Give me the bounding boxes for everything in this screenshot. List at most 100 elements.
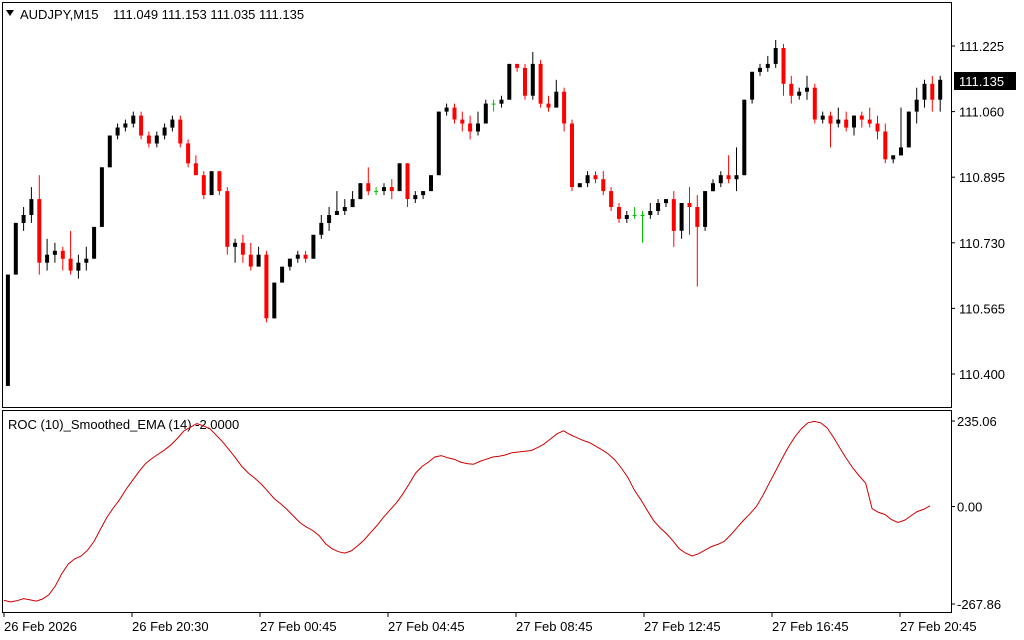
candle [240,234,245,263]
candle [820,111,825,124]
candle-body [139,115,144,136]
candle [287,258,292,271]
candle-body [240,242,245,255]
candle-body [632,215,637,216]
candle-body [687,203,692,207]
candle-body [68,258,73,271]
candle-body [107,135,112,168]
candle-body [311,234,316,259]
candle [178,115,183,148]
candle [170,115,175,132]
candle [577,183,582,188]
candle-body [319,222,324,235]
indicator-axis[interactable]: 235.06 0.00 -267.86 [951,414,1001,612]
candle [382,183,386,196]
candle [507,63,512,100]
candle-body [374,191,379,193]
candles-layer [5,40,943,386]
candle [773,40,778,68]
indicator-series [3,420,931,603]
candle [358,183,363,200]
candle-body [115,127,120,136]
candle [852,115,856,136]
candle [350,191,355,208]
candle-body [209,171,214,196]
candle [264,250,269,323]
candle-body [781,48,786,84]
candle [585,171,590,188]
candle [687,187,692,235]
candle [233,238,238,263]
indicator-pane-frame [2,410,952,613]
candle-body [828,115,833,124]
candle [436,111,441,176]
candle [193,155,198,176]
time-axis[interactable]: 26 Feb 2026 26 Feb 20:30 27 Feb 00:45 27 Fe… [3,612,977,634]
candle-body [765,63,770,68]
candle-body [350,199,355,208]
candle-body [154,135,159,144]
price-pane[interactable]: AUDJPY,M15 111.049 111.153 111.035 111.1… [2,2,1017,408]
time-tick-label: 27 Feb 12:45 [644,619,721,634]
candle [76,254,81,279]
candle-body [389,187,394,192]
candle-body [444,107,449,112]
candle [311,234,316,259]
candle-body [358,183,363,200]
candle-body [914,99,919,112]
candle [859,111,864,128]
candle [342,199,347,215]
candle [765,55,770,72]
candle-body [585,175,590,184]
candle [781,44,786,96]
indicator-label: ROC (10)_Smoothed_EMA (14) -2.0000 [8,417,239,432]
price-tick-label: 110.400 [959,367,1005,382]
candle-body [382,187,386,192]
candle-body [844,119,849,128]
candle [429,175,433,192]
candle [84,246,89,271]
price-tick-label: 111.225 [959,39,1004,54]
candle [938,75,943,112]
candle-body [248,254,253,267]
candle-body [178,119,183,144]
candle-body [875,123,880,132]
candle [13,222,18,275]
candle-body [429,175,433,192]
candle-body [123,123,128,128]
candle [397,163,402,192]
candle-body [29,199,34,215]
candle-body [507,63,512,100]
candle-body [37,199,42,263]
candle [256,246,261,267]
indicator-tick-label: 235.06 [957,414,997,429]
candle [624,211,629,223]
candle-body [146,135,151,144]
collapse-triangle-icon[interactable] [6,10,14,16]
candle [523,63,527,100]
indicator-pane[interactable]: ROC (10)_Smoothed_EMA (14) -2.0000 235.0… [2,410,1002,613]
candle [131,111,136,128]
candle [272,282,277,319]
candle [491,99,496,112]
candle [515,63,520,72]
candle-body [491,103,496,105]
candle [711,179,715,192]
candle-body [460,119,465,124]
time-tick-label: 27 Feb 16:45 [772,619,849,634]
candle [812,83,817,124]
price-axis[interactable]: 111.225 111.060 110.895 110.730 110.565 110.4… [951,39,1005,382]
candle [421,191,426,200]
candle [664,199,668,207]
candle [374,187,379,196]
candle [617,203,621,223]
candle-body [13,222,18,275]
time-tick-label: 27 Feb 20:45 [900,619,977,634]
candle-body [617,207,621,219]
candle-body [899,147,903,156]
candle-body [601,179,606,192]
candle [875,115,880,140]
candle-body [554,91,559,108]
